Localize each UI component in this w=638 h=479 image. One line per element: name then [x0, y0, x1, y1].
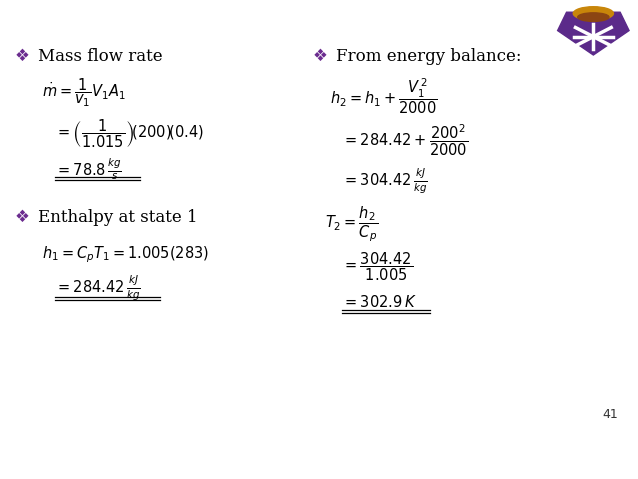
Text: $= 284.42 + \dfrac{200^2}{2000}$: $= 284.42 + \dfrac{200^2}{2000}$	[342, 123, 468, 159]
Text: ❖: ❖	[15, 47, 29, 65]
Text: $h_1 = C_p T_1 = 1.005\left(283\right)$: $h_1 = C_p T_1 = 1.005\left(283\right)$	[42, 244, 209, 265]
Text: $\dot{m} = \dfrac{1}{v_1}V_1A_1$: $\dot{m} = \dfrac{1}{v_1}V_1A_1$	[42, 77, 126, 109]
Ellipse shape	[573, 7, 613, 20]
Text: $h_2 = h_1 + \dfrac{V_1^{\,2}}{2000}$: $h_2 = h_1 + \dfrac{V_1^{\,2}}{2000}$	[330, 77, 438, 116]
Text: 41: 41	[602, 408, 618, 421]
Polygon shape	[558, 12, 629, 55]
Text: $= \left(\dfrac{1}{1.015}\right)\!\left(200\right)\!\left(0.4\right)$: $= \left(\dfrac{1}{1.015}\right)\!\left(…	[55, 117, 204, 150]
Text: $= 304.42\,\frac{kJ}{kg}$: $= 304.42\,\frac{kJ}{kg}$	[342, 166, 428, 196]
Text: $= 78.8\,\frac{kg}{s}$: $= 78.8\,\frac{kg}{s}$	[55, 156, 122, 182]
Text: From energy balance:: From energy balance:	[336, 47, 521, 65]
Ellipse shape	[577, 13, 609, 22]
Text: $= 284.42\,\frac{kJ}{kg}$: $= 284.42\,\frac{kJ}{kg}$	[55, 273, 141, 303]
Text: Enthalpy at state 1: Enthalpy at state 1	[38, 209, 198, 226]
Text: Faculty of Mechanical Engineering, UiTM: Faculty of Mechanical Engineering, UiTM	[155, 7, 394, 21]
Text: $T_2 = \dfrac{h_2}{C_p}$: $T_2 = \dfrac{h_2}{C_p}$	[325, 205, 378, 244]
Text: ❖: ❖	[313, 47, 327, 65]
Text: ❖: ❖	[15, 208, 29, 226]
Text: Mass flow rate: Mass flow rate	[38, 47, 163, 65]
Text: $= \dfrac{304.42}{1.005}$: $= \dfrac{304.42}{1.005}$	[342, 251, 413, 283]
Text: MEC 451 – THERMODYNAMICS: MEC 451 – THERMODYNAMICS	[191, 457, 447, 473]
Text: $= 302.9\,K$: $= 302.9\,K$	[342, 294, 417, 310]
